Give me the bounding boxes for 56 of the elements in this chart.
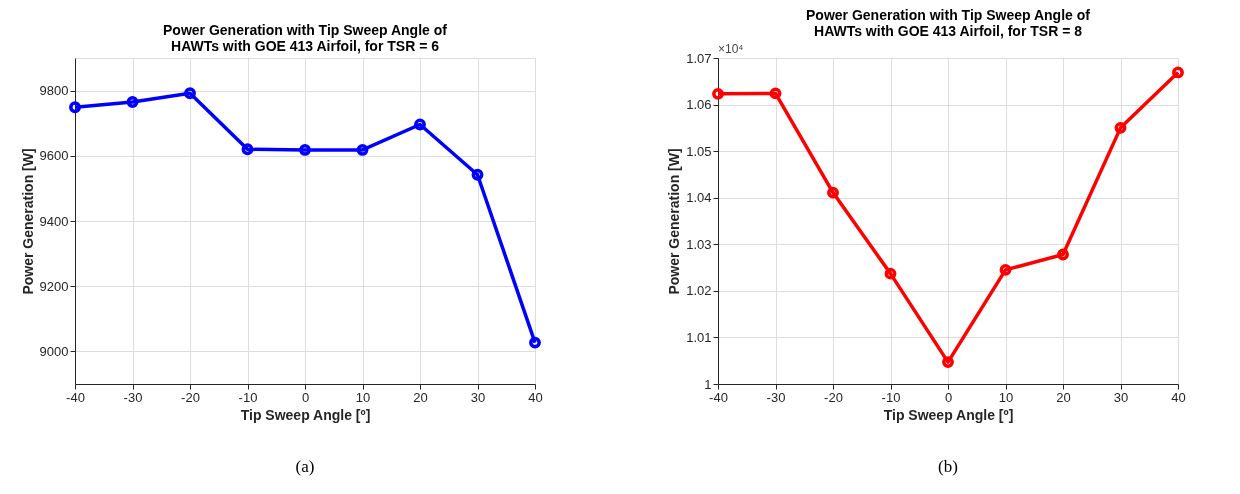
text: HAWTs with GOE 413 Airfoil, for TSR = 8 — [814, 23, 1082, 39]
x-tick-label: -10 — [238, 389, 258, 405]
x-axis-title: Tip Sweep Angle [º] — [240, 406, 371, 423]
text: Power Generation with Tip Sweep Angle of — [163, 22, 447, 38]
y-tick-label: 1.04 — [686, 190, 712, 206]
point — [827, 186, 839, 199]
text: (a) — [295, 457, 315, 476]
text: HAWTs with GOE 413 Airfoil, for TSR = 6 — [171, 38, 439, 54]
text: ×10⁴ — [718, 42, 744, 56]
x-tick-label: -20 — [181, 389, 200, 405]
y-tick-label: 9400 — [39, 213, 69, 229]
x-tick-label: 40 — [1171, 389, 1186, 405]
x-tick-label: -40 — [66, 389, 85, 405]
point — [942, 356, 954, 369]
point — [884, 267, 897, 280]
y-tick-label: 1 — [704, 376, 712, 392]
y-tick-label: 1.05 — [686, 143, 712, 159]
point — [126, 96, 139, 108]
y-tick-label: 1.03 — [686, 236, 712, 252]
point — [999, 263, 1012, 276]
x-tick-label: 0 — [944, 389, 953, 405]
x-tick-label: 20 — [413, 389, 428, 405]
y-tick-label: 9000 — [39, 343, 69, 359]
y-tick-label: 1.06 — [686, 97, 712, 113]
text: Power Generation with Tip Sweep Angle of — [806, 7, 1090, 23]
x-tick-label: 40 — [528, 389, 543, 405]
point — [769, 87, 782, 100]
x-tick-label: -30 — [766, 389, 786, 405]
x-tick-label: 20 — [1056, 389, 1071, 405]
x-tick-label: -20 — [824, 389, 843, 405]
x-tick-label: 10 — [355, 389, 371, 405]
point — [471, 168, 484, 181]
point — [414, 118, 426, 131]
point — [1057, 248, 1069, 261]
x-tick-label: -10 — [881, 389, 901, 405]
point — [299, 144, 311, 156]
y-tick-label: 9600 — [39, 148, 69, 164]
point — [184, 87, 196, 100]
x-tick-label: -30 — [123, 389, 143, 405]
y-tick-label: 1.01 — [686, 329, 712, 345]
point — [1114, 121, 1127, 134]
y-axis-title: Power Generation [W] — [666, 148, 683, 295]
y-tick-label: 1.02 — [686, 283, 712, 299]
point — [356, 144, 369, 156]
x-tick-label: 30 — [470, 389, 486, 405]
x-tick-label: -40 — [709, 389, 728, 405]
x-axis-title: Tip Sweep Angle [º] — [883, 406, 1014, 423]
x-tick-label: 0 — [301, 389, 310, 405]
y-tick-label: 9200 — [39, 278, 69, 294]
y-axis-title: Power Generation [W] — [19, 148, 36, 295]
x-tick-label: 30 — [1113, 389, 1129, 405]
y-tick-label: 1.07 — [686, 50, 712, 66]
x-tick-label: 10 — [998, 389, 1014, 405]
point — [241, 143, 254, 156]
text: (b) — [938, 457, 958, 476]
y-tick-label: 9800 — [39, 83, 69, 99]
